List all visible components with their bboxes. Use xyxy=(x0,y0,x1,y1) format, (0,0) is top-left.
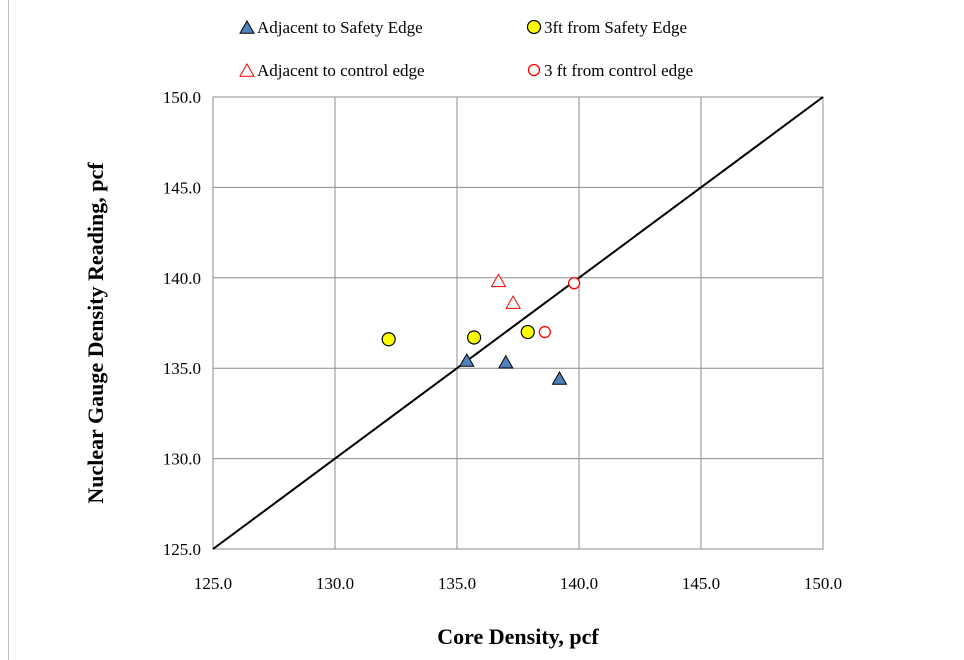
data-point-series-2-0 xyxy=(490,273,507,288)
legend-label: 3ft from Safety Edge xyxy=(544,18,687,37)
reference-line-group xyxy=(212,96,824,550)
legend-marker-3 xyxy=(527,63,541,77)
data-point-series-0-2 xyxy=(551,371,568,385)
plot-area xyxy=(212,96,824,550)
data-point-series-0-1 xyxy=(497,354,514,369)
legend-label: Adjacent to Safety Edge xyxy=(257,18,423,37)
frame-left-border xyxy=(8,0,9,660)
y-axis-title: Nuclear Gauge Density Reading, pcf xyxy=(83,162,108,504)
data-point-series-3-1 xyxy=(567,277,581,290)
legend: Adjacent to Safety Edge 3ft from Safety E… xyxy=(239,18,693,80)
data-point-series-0-0 xyxy=(458,352,475,367)
y-tick-label: 140.0 xyxy=(163,269,201,288)
data-point-series-1-0 xyxy=(381,332,396,347)
x-tick-label: 125.0 xyxy=(194,574,232,593)
y-tick-label: 145.0 xyxy=(163,178,201,197)
data-point-series-1-2 xyxy=(520,324,535,340)
x-tick-label: 145.0 xyxy=(682,574,720,593)
legend-label: Adjacent to control edge xyxy=(257,61,425,80)
x-tick-label: 130.0 xyxy=(316,574,354,593)
x-tick-label: 135.0 xyxy=(438,574,476,593)
x-tick-label: 140.0 xyxy=(560,574,598,593)
y-tick-label: 150.0 xyxy=(163,88,201,107)
y-tick-label: 130.0 xyxy=(163,450,201,469)
y-tick-labels: 125.0 130.0 135.0 140.0 145.0 150.0 xyxy=(163,88,201,559)
data-point-series-3-0 xyxy=(538,325,551,339)
reference-line xyxy=(212,96,824,550)
data-markers xyxy=(381,273,581,385)
data-point-series-2-1 xyxy=(505,295,521,309)
data-point-series-1-1 xyxy=(466,330,482,345)
x-axis-title: Core Density, pcf xyxy=(437,624,599,649)
x-tick-label: 150.0 xyxy=(804,574,842,593)
legend-marker-0 xyxy=(239,19,255,34)
legend-marker-1 xyxy=(526,19,542,35)
x-tick-labels: 125.0 130.0 135.0 140.0 145.0 150.0 xyxy=(194,574,842,593)
y-tick-label: 135.0 xyxy=(163,359,201,378)
legend-marker-2 xyxy=(239,62,255,77)
y-tick-label: 125.0 xyxy=(163,540,201,559)
legend-label: 3 ft from control edge xyxy=(544,61,693,80)
